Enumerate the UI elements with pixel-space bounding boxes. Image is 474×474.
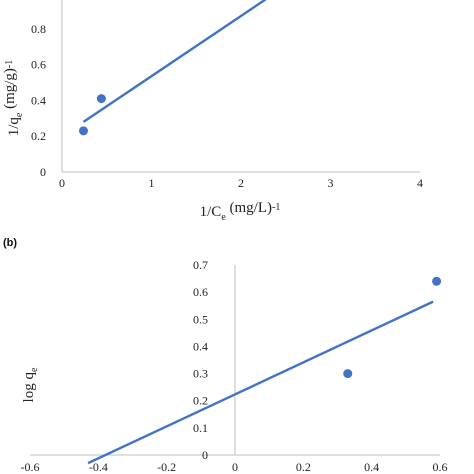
x-tick-label: 2 xyxy=(238,176,244,190)
x-tick-label: 0 xyxy=(59,176,65,190)
data-point xyxy=(432,276,442,286)
y-tick-label: 0.5 xyxy=(193,312,208,326)
y-tick-label: 0 xyxy=(40,165,46,179)
y-tick-label: 0.2 xyxy=(31,129,46,143)
y-tick-label: 0.1 xyxy=(193,421,208,435)
chart-panel-b: -0.6 -0.4 -0.2 0 0.2 0.4 0.6 0 0.1 0.2 0.3 0.4 0.5 0.… xyxy=(3,237,448,474)
y-tick-label: 0.4 xyxy=(193,339,208,353)
x-axis-title: 1/Ce (mg/L)-1 xyxy=(200,200,281,223)
y-tick-label: 0.4 xyxy=(31,93,46,107)
trendline xyxy=(87,300,434,465)
data-point xyxy=(343,369,353,379)
panel-label: (b) xyxy=(3,237,17,249)
data-point xyxy=(78,126,88,136)
x-tick-label: -0.2 xyxy=(157,460,176,474)
data-point xyxy=(96,94,106,104)
y-axis-title: 1/qe (mg/g)-1 xyxy=(2,60,25,137)
y-tick-label: 0.3 xyxy=(193,367,208,381)
y-tick-label: 0.2 xyxy=(193,394,208,408)
x-tick-label: 0.4 xyxy=(364,460,379,474)
x-tick-label: 0.2 xyxy=(296,460,311,474)
x-tick-label: 3 xyxy=(328,176,334,190)
x-tick-label: 0.6 xyxy=(433,460,448,474)
trendline xyxy=(82,0,267,123)
x-tick-label: 0 xyxy=(232,460,238,474)
y-tick-label: 0 xyxy=(202,448,208,462)
y-axis-title: log qe xyxy=(21,367,40,402)
x-tick-label: 4 xyxy=(417,176,423,190)
y-tick-label: 0.7 xyxy=(193,258,208,272)
x-tick-label: -0.6 xyxy=(21,460,40,474)
x-tick-label: 1 xyxy=(149,176,155,190)
y-tick-label: 0.6 xyxy=(193,285,208,299)
y-tick-label: 0.8 xyxy=(31,22,46,36)
x-tick-label: -0.4 xyxy=(89,460,108,474)
y-tick-label: 0.6 xyxy=(31,58,46,72)
